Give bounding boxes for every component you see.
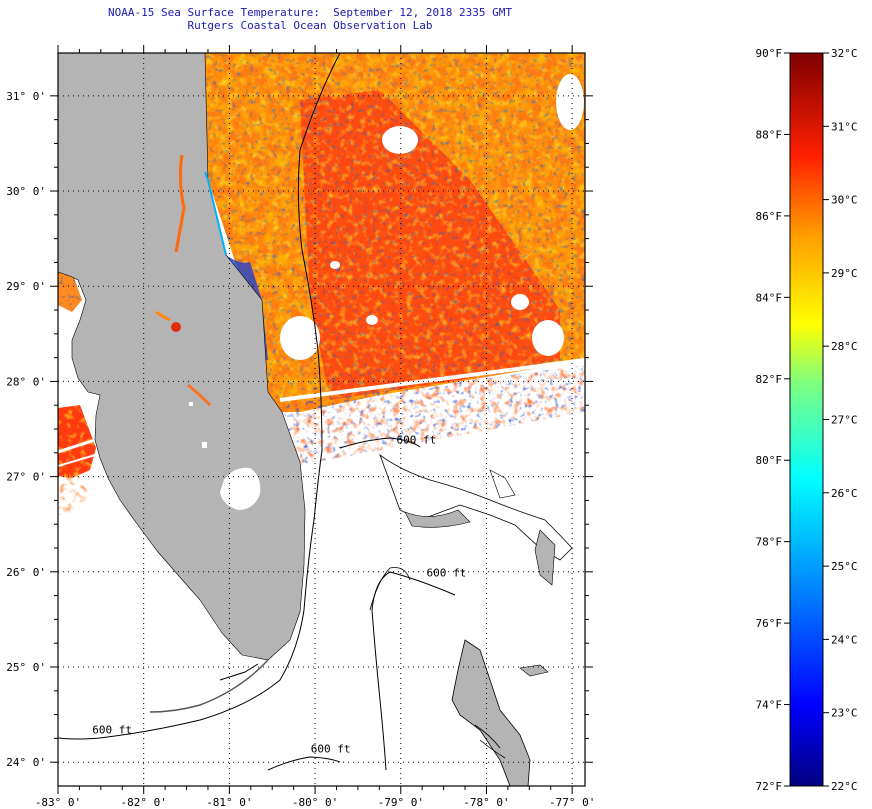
isobath-label: 600 ft (92, 724, 132, 737)
cb-c-label: 32°C (831, 47, 858, 60)
colorbar-fahrenheit-labels: 90°F 88°F 86°F 84°F 82°F 80°F 78°F 76°F 74°F 72°F (756, 47, 790, 793)
cb-f-label: 72°F (756, 780, 783, 793)
lon-tick-label: -77° 0' (549, 796, 595, 809)
cb-c-label: 31°C (831, 120, 858, 133)
map-title: NOAA-15 Sea Surface Temperature: Septemb… (108, 6, 512, 19)
cb-f-label: 78°F (756, 536, 783, 549)
cb-f-label: 76°F (756, 617, 783, 630)
cb-c-label: 28°C (831, 340, 858, 353)
lon-tick-label: -78° 0' (463, 796, 509, 809)
colorbar-celsius-labels: 32°C 31°C 30°C 29°C 28°C 27°C 26°C 25°C 24°C 23°C… (823, 47, 858, 793)
longitude-axis: -83° 0' -82° 0' -81° 0' -80° 0' -79° 0' -78° … (35, 45, 595, 809)
lon-tick-label: -80° 0' (292, 796, 338, 809)
cb-c-label: 26°C (831, 487, 858, 500)
cb-c-label: 25°C (831, 560, 858, 573)
cb-f-label: 80°F (756, 454, 783, 467)
colorbar-scale (789, 52, 824, 787)
lat-tick-label: 26° 0' (6, 566, 46, 579)
florida-land (58, 53, 306, 713)
cb-c-label: 22°C (831, 780, 858, 793)
lat-tick-label: 28° 0' (6, 375, 46, 388)
sst-gulf-west (58, 272, 96, 515)
lon-tick-label: -81° 0' (206, 796, 252, 809)
cb-f-label: 90°F (756, 47, 783, 60)
lat-tick-label: 25° 0' (6, 661, 46, 674)
isobath-label: 600 ft (426, 567, 466, 580)
latitude-axis: 31° 0' 30° 0' 29° 0' 28° 0' 27° 0' 26° 0' 25° … (6, 90, 593, 769)
isobath-label: 600 ft (396, 433, 436, 446)
lat-tick-label: 24° 0' (6, 756, 46, 769)
colorbar: 90°F 88°F 86°F 84°F 82°F 80°F 78°F 76°F 74°F 72°F… (756, 47, 858, 793)
cb-c-label: 30°C (831, 194, 858, 207)
cb-c-label: 24°C (831, 633, 858, 646)
isobath-600ft (58, 53, 456, 771)
cb-c-label: 23°C (831, 707, 858, 720)
cb-f-label: 84°F (756, 291, 783, 304)
cb-f-label: 86°F (756, 210, 783, 223)
lat-tick-label: 27° 0' (6, 471, 46, 484)
lat-tick-label: 30° 0' (6, 185, 46, 198)
cb-f-label: 88°F (756, 128, 783, 141)
sst-field (205, 53, 585, 465)
map-frame (57, 52, 586, 787)
cb-f-label: 82°F (756, 373, 783, 386)
cb-c-label: 29°C (831, 267, 858, 280)
lat-tick-label: 31° 0' (6, 90, 46, 103)
map-plot: 600 ft 600 ft 600 ft 600 ft (58, 53, 585, 786)
map-subtitle: Rutgers Coastal Ocean Observation Lab (187, 19, 433, 32)
lon-tick-label: -79° 0' (378, 796, 424, 809)
lon-tick-label: -82° 0' (121, 796, 167, 809)
cb-f-label: 74°F (756, 699, 783, 712)
isobath-labels: 600 ft 600 ft 600 ft 600 ft (92, 433, 466, 755)
isobath-label: 600 ft (311, 743, 351, 756)
cb-c-label: 27°C (831, 414, 858, 427)
lat-tick-label: 29° 0' (6, 280, 46, 293)
lon-tick-label: -83° 0' (35, 796, 81, 809)
bahamas-land (369, 453, 573, 786)
